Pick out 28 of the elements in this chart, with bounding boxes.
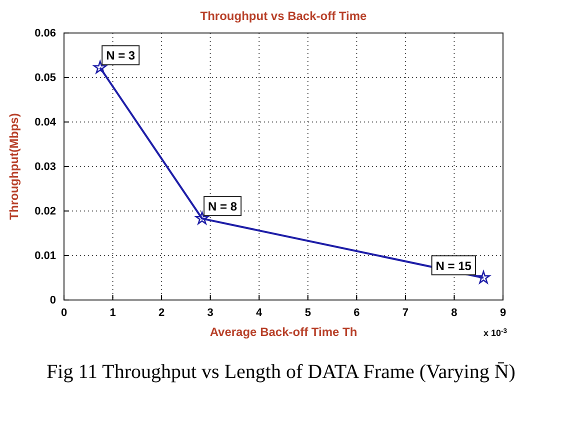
y-tick-label: 0.03 [34,161,56,174]
y-tick-label: 0.04 [34,116,57,129]
x-tick-label: 1 [110,306,116,319]
y-tick-label: 0.05 [34,72,56,84]
x-tick-label: 8 [451,306,458,319]
y-tick-label: 0.02 [34,206,56,218]
x-tick-label: 6 [354,306,360,319]
x-tick-label: 4 [256,306,264,319]
x-tick-label: 2 [158,306,165,319]
annotation: N = 15 [436,258,472,273]
y-tick-label: 0 [50,294,56,307]
text: x 10$^{-3}$ [483,328,508,338]
y-tick-label: 0.06 [34,28,56,40]
x-axis-title: Average Back-off Time Th [210,325,358,339]
x-tick-label: 0 [60,306,68,319]
y-tick-label: 0.01 [34,250,56,262]
annotation: N = 3 [106,48,136,63]
annotation: N = 8 [208,200,238,214]
y-axis-title: Throughput(Mbps) [7,113,21,220]
x-tick-label: 5 [304,306,311,319]
x-tick-label: 3 [207,306,214,319]
point [93,60,107,74]
x-tick-label: 9 [500,306,506,319]
point [476,270,490,284]
x-tick-label: 7 [402,306,409,319]
chart-title: Throughput vs Back-off Time [200,9,368,23]
point [195,212,209,224]
caption: Fig 11 Throughput vs Length of DATA Frame (Varying N̄) [46,361,516,383]
